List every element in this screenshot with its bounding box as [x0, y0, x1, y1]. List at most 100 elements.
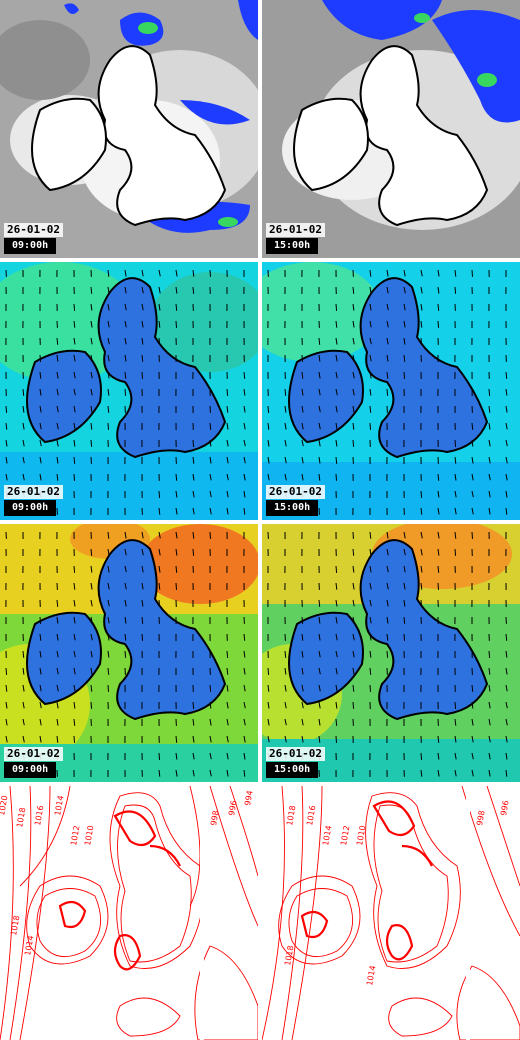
wind-arrow: [352, 422, 355, 430]
wind-arrow: [471, 439, 474, 447]
wind-arrow: [335, 303, 338, 311]
wind-arrow: [335, 599, 338, 607]
wind-arrow: [243, 752, 246, 760]
wind-arrow: [505, 422, 508, 430]
wind-arrow: [107, 388, 110, 396]
wind-arrow: [107, 633, 110, 641]
dense-isobars: [300, 800, 433, 961]
wind-arrow: [403, 565, 406, 573]
isobar-label: 1020: [0, 795, 10, 817]
wind-arrow: [369, 531, 372, 539]
wind-arrow: [505, 388, 508, 396]
wind-arrow: [386, 388, 389, 396]
wind-arrow: [73, 735, 75, 743]
wind-arrow: [209, 473, 212, 481]
wind-arrow: [243, 769, 246, 777]
wind-arrow: [352, 439, 355, 447]
wind-arrow: [226, 490, 229, 498]
wind-arrow: [318, 599, 321, 607]
wind-arrow: [243, 667, 246, 675]
wind-arrow: [39, 354, 42, 362]
wind-arrow: [488, 735, 491, 743]
wind-arrow: [284, 718, 287, 726]
wind-arrow: [107, 650, 110, 658]
isobar-label: 998: [209, 810, 221, 827]
wind-arrow: [5, 439, 8, 447]
wind-arrow: [284, 422, 287, 430]
wind-arrow: [335, 667, 338, 675]
timestamp: 26-01-02 09:00h: [4, 223, 63, 254]
wind-arrow: [301, 718, 304, 726]
wind-arrow: [420, 548, 423, 556]
isobar-graphic: 1020 1018 1016 1014 1012 1010 998 996 99…: [0, 786, 258, 1040]
wind-arrow: [107, 320, 110, 328]
wind-arrow: [39, 422, 42, 430]
wind-arrow: [369, 582, 372, 590]
wind-arrow: [243, 684, 246, 692]
wind-arrow: [505, 490, 508, 498]
wind-arrow: [403, 269, 406, 277]
wind-arrow: [209, 735, 212, 743]
wind-arrow: [318, 667, 321, 675]
wind-arrow: [488, 456, 491, 464]
wind-arrow: [90, 650, 93, 658]
wind-arrow: [369, 337, 372, 345]
wind-arrow: [107, 269, 110, 277]
wind-arrow: [124, 320, 127, 328]
wind-arrow: [267, 701, 270, 709]
wind-arrow: [403, 582, 406, 590]
wind-arrow: [267, 667, 270, 675]
wind-arrow: [403, 531, 406, 539]
wind-arrow: [90, 422, 93, 430]
wind-arrow: [56, 718, 59, 726]
wind-arrow: [39, 735, 42, 743]
wind-arrow: [175, 548, 178, 556]
wind-arrow: [90, 667, 93, 675]
wind-arrow: [454, 752, 457, 760]
wind-arrow: [454, 701, 457, 709]
wind-arrow: [124, 337, 127, 345]
wind-arrow: [158, 337, 161, 345]
wind-arrow: [437, 490, 440, 498]
wind-arrow: [386, 269, 389, 277]
wind-arrow: [175, 507, 178, 515]
wind-arrow: [335, 582, 338, 590]
wind-arrow: [454, 507, 457, 515]
wind-arrow: [352, 286, 355, 294]
cloud-map-1500: 26-01-02 15:00h: [262, 0, 520, 258]
wind-arrow: [141, 531, 144, 539]
wind-arrow: [226, 701, 229, 709]
wind-arrow: [335, 473, 337, 481]
timestamp: 26-01-02 09:00h: [4, 485, 63, 516]
wind-arrow: [56, 422, 59, 430]
wind-arrow: [335, 456, 338, 464]
isobar-label: 1018: [9, 915, 21, 937]
isobar-label: 1018: [15, 807, 27, 829]
wind-arrow: [243, 456, 246, 464]
wind-arrow: [22, 667, 25, 675]
wind-arrow: [243, 405, 246, 413]
wind-arrow: [403, 320, 406, 328]
wind-arrow: [73, 320, 76, 328]
wind-arrow: [158, 582, 161, 590]
wind-arrow: [124, 565, 127, 573]
wind-arrow: [301, 735, 304, 743]
wind-arrow: [107, 422, 109, 430]
wind-arrow: [420, 769, 423, 777]
isobar-label: 994: [243, 790, 255, 807]
wind-arrow: [267, 456, 270, 464]
wind-arrow: [488, 769, 491, 777]
wind-field-graphic: [262, 262, 520, 520]
wind-arrow: [192, 473, 195, 481]
wind-arrow: [56, 667, 59, 675]
wind-arrow: [369, 303, 372, 311]
wind-arrow: [73, 422, 76, 430]
wind-arrow: [335, 337, 338, 345]
wind-arrow: [90, 565, 93, 573]
wind-arrow: [175, 490, 178, 498]
wind-arrow: [318, 650, 321, 658]
wind-arrow: [90, 286, 93, 294]
wind-arrow: [243, 735, 246, 743]
wind-arrow: [73, 599, 76, 607]
wind-arrow: [267, 473, 270, 481]
